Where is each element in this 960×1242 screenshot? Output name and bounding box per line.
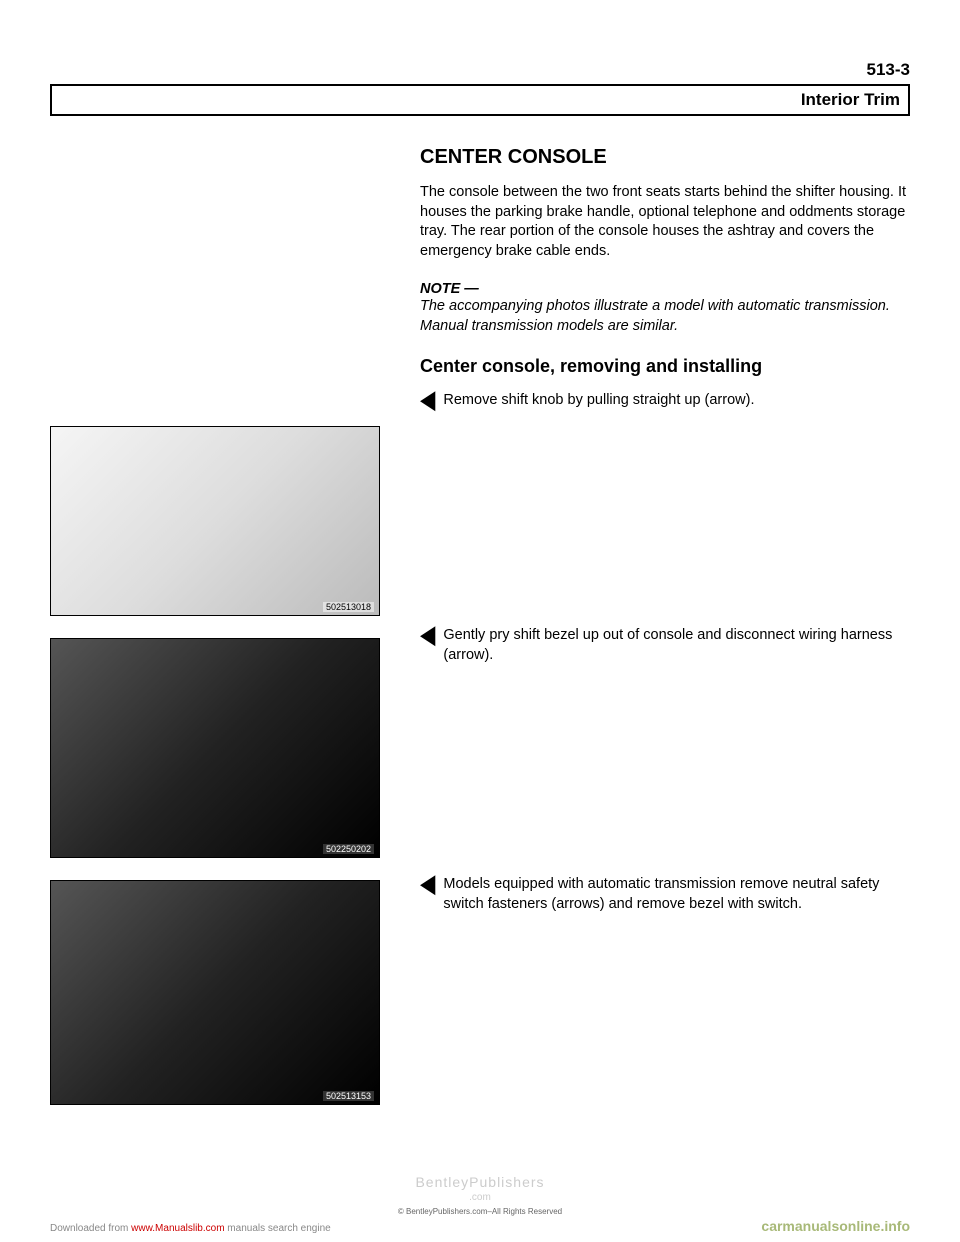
footer-brand: BentleyPublishers — [50, 1174, 910, 1190]
manualslib-link[interactable]: www.Manualslib.com — [131, 1223, 224, 1234]
note-block: NOTE — The accompanying photos illustrat… — [420, 281, 910, 336]
section-title: CENTER CONSOLE — [420, 146, 910, 169]
page-footer: BentleyPublishers .com © BentleyPublishe… — [0, 1174, 960, 1234]
step-item: ◀ Remove shift knob by pulling straight … — [420, 391, 910, 411]
step-item: ◀ Models equipped with automatic transmi… — [420, 875, 910, 914]
figure-ref-number: 502513018 — [323, 602, 374, 612]
step-item: ◀ Gently pry shift bezel up out of conso… — [420, 626, 910, 665]
figure-shift-bezel: 502250202 — [50, 638, 380, 858]
figure-shift-knob: 502513018 — [50, 426, 380, 616]
header-section-title: Interior Trim — [50, 84, 910, 116]
triangle-left-icon: ◀ — [420, 387, 435, 413]
figure-ref-number: 502513153 — [323, 1091, 374, 1101]
footer-brand-sub: .com — [50, 1192, 910, 1203]
figure-ref-number: 502250202 — [323, 844, 374, 854]
step-text: Models equipped with automatic transmiss… — [443, 875, 910, 914]
subsection-title: Center console, removing and installing — [420, 356, 910, 377]
triangle-left-icon: ◀ — [420, 871, 435, 897]
footer-watermark: carmanualsonline.info — [761, 1218, 910, 1234]
triangle-left-icon: ◀ — [420, 622, 435, 648]
footer-copyright: © BentleyPublishers.com–All Rights Reser… — [50, 1207, 910, 1216]
figure-safety-switch: 502513153 — [50, 880, 380, 1105]
step-text: Gently pry shift bezel up out of console… — [443, 626, 910, 665]
note-text: The accompanying photos illustrate a mod… — [420, 297, 910, 336]
intro-paragraph: The console between the two front seats … — [420, 183, 910, 261]
step-text: Remove shift knob by pulling straight up… — [443, 391, 754, 411]
page-number: 513-3 — [50, 60, 910, 80]
footer-download-source: Downloaded from www.Manualslib.com manua… — [50, 1223, 331, 1234]
note-label: NOTE — — [420, 281, 910, 297]
